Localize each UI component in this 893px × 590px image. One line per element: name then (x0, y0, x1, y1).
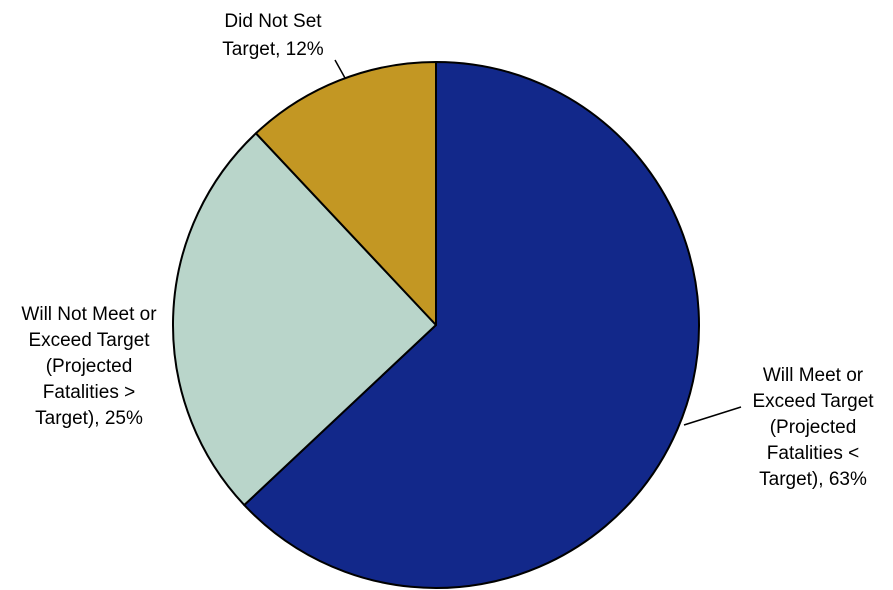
pie-slice-2 (254, 61, 437, 326)
leader-line-2 (334, 59, 346, 79)
pie-slice-1 (171, 132, 437, 507)
slice-label-0-line-2: (Projected (770, 417, 857, 438)
slice-label-1-line-3: Fatalities > (43, 382, 135, 403)
slice-label-1-line-4: Target), 25% (35, 408, 143, 429)
pie-slice-0 (243, 61, 700, 589)
slice-label-0-line-0: Will Meet or (763, 365, 864, 386)
slice-label-1-line-1: Exceed Target (28, 330, 150, 351)
pie-slices (171, 61, 700, 589)
slice-label-2: Did Not Set Target, 12% (222, 11, 323, 60)
slice-label-0-line-3: Fatalities < (767, 443, 859, 464)
slice-label-0-line-4: Target), 63% (759, 469, 867, 490)
slice-label-0-line-1: Exceed Target (752, 391, 874, 412)
leader-lines (334, 59, 742, 426)
slice-label-1: Will Not Meet or Exceed Target (Projected F… (21, 304, 157, 429)
slice-label-1-line-2: (Projected (46, 356, 133, 377)
slice-labels: Will Meet or Exceed Target (Projected Fatal… (21, 11, 874, 490)
slice-label-2-line-1: Target, 12% (222, 39, 323, 60)
slice-label-1-line-0: Will Not Meet or (21, 304, 157, 325)
slice-label-0: Will Meet or Exceed Target (Projected Fatal… (752, 365, 874, 490)
slice-label-2-line-0: Did Not Set (224, 11, 322, 32)
leader-line-0 (683, 406, 742, 426)
